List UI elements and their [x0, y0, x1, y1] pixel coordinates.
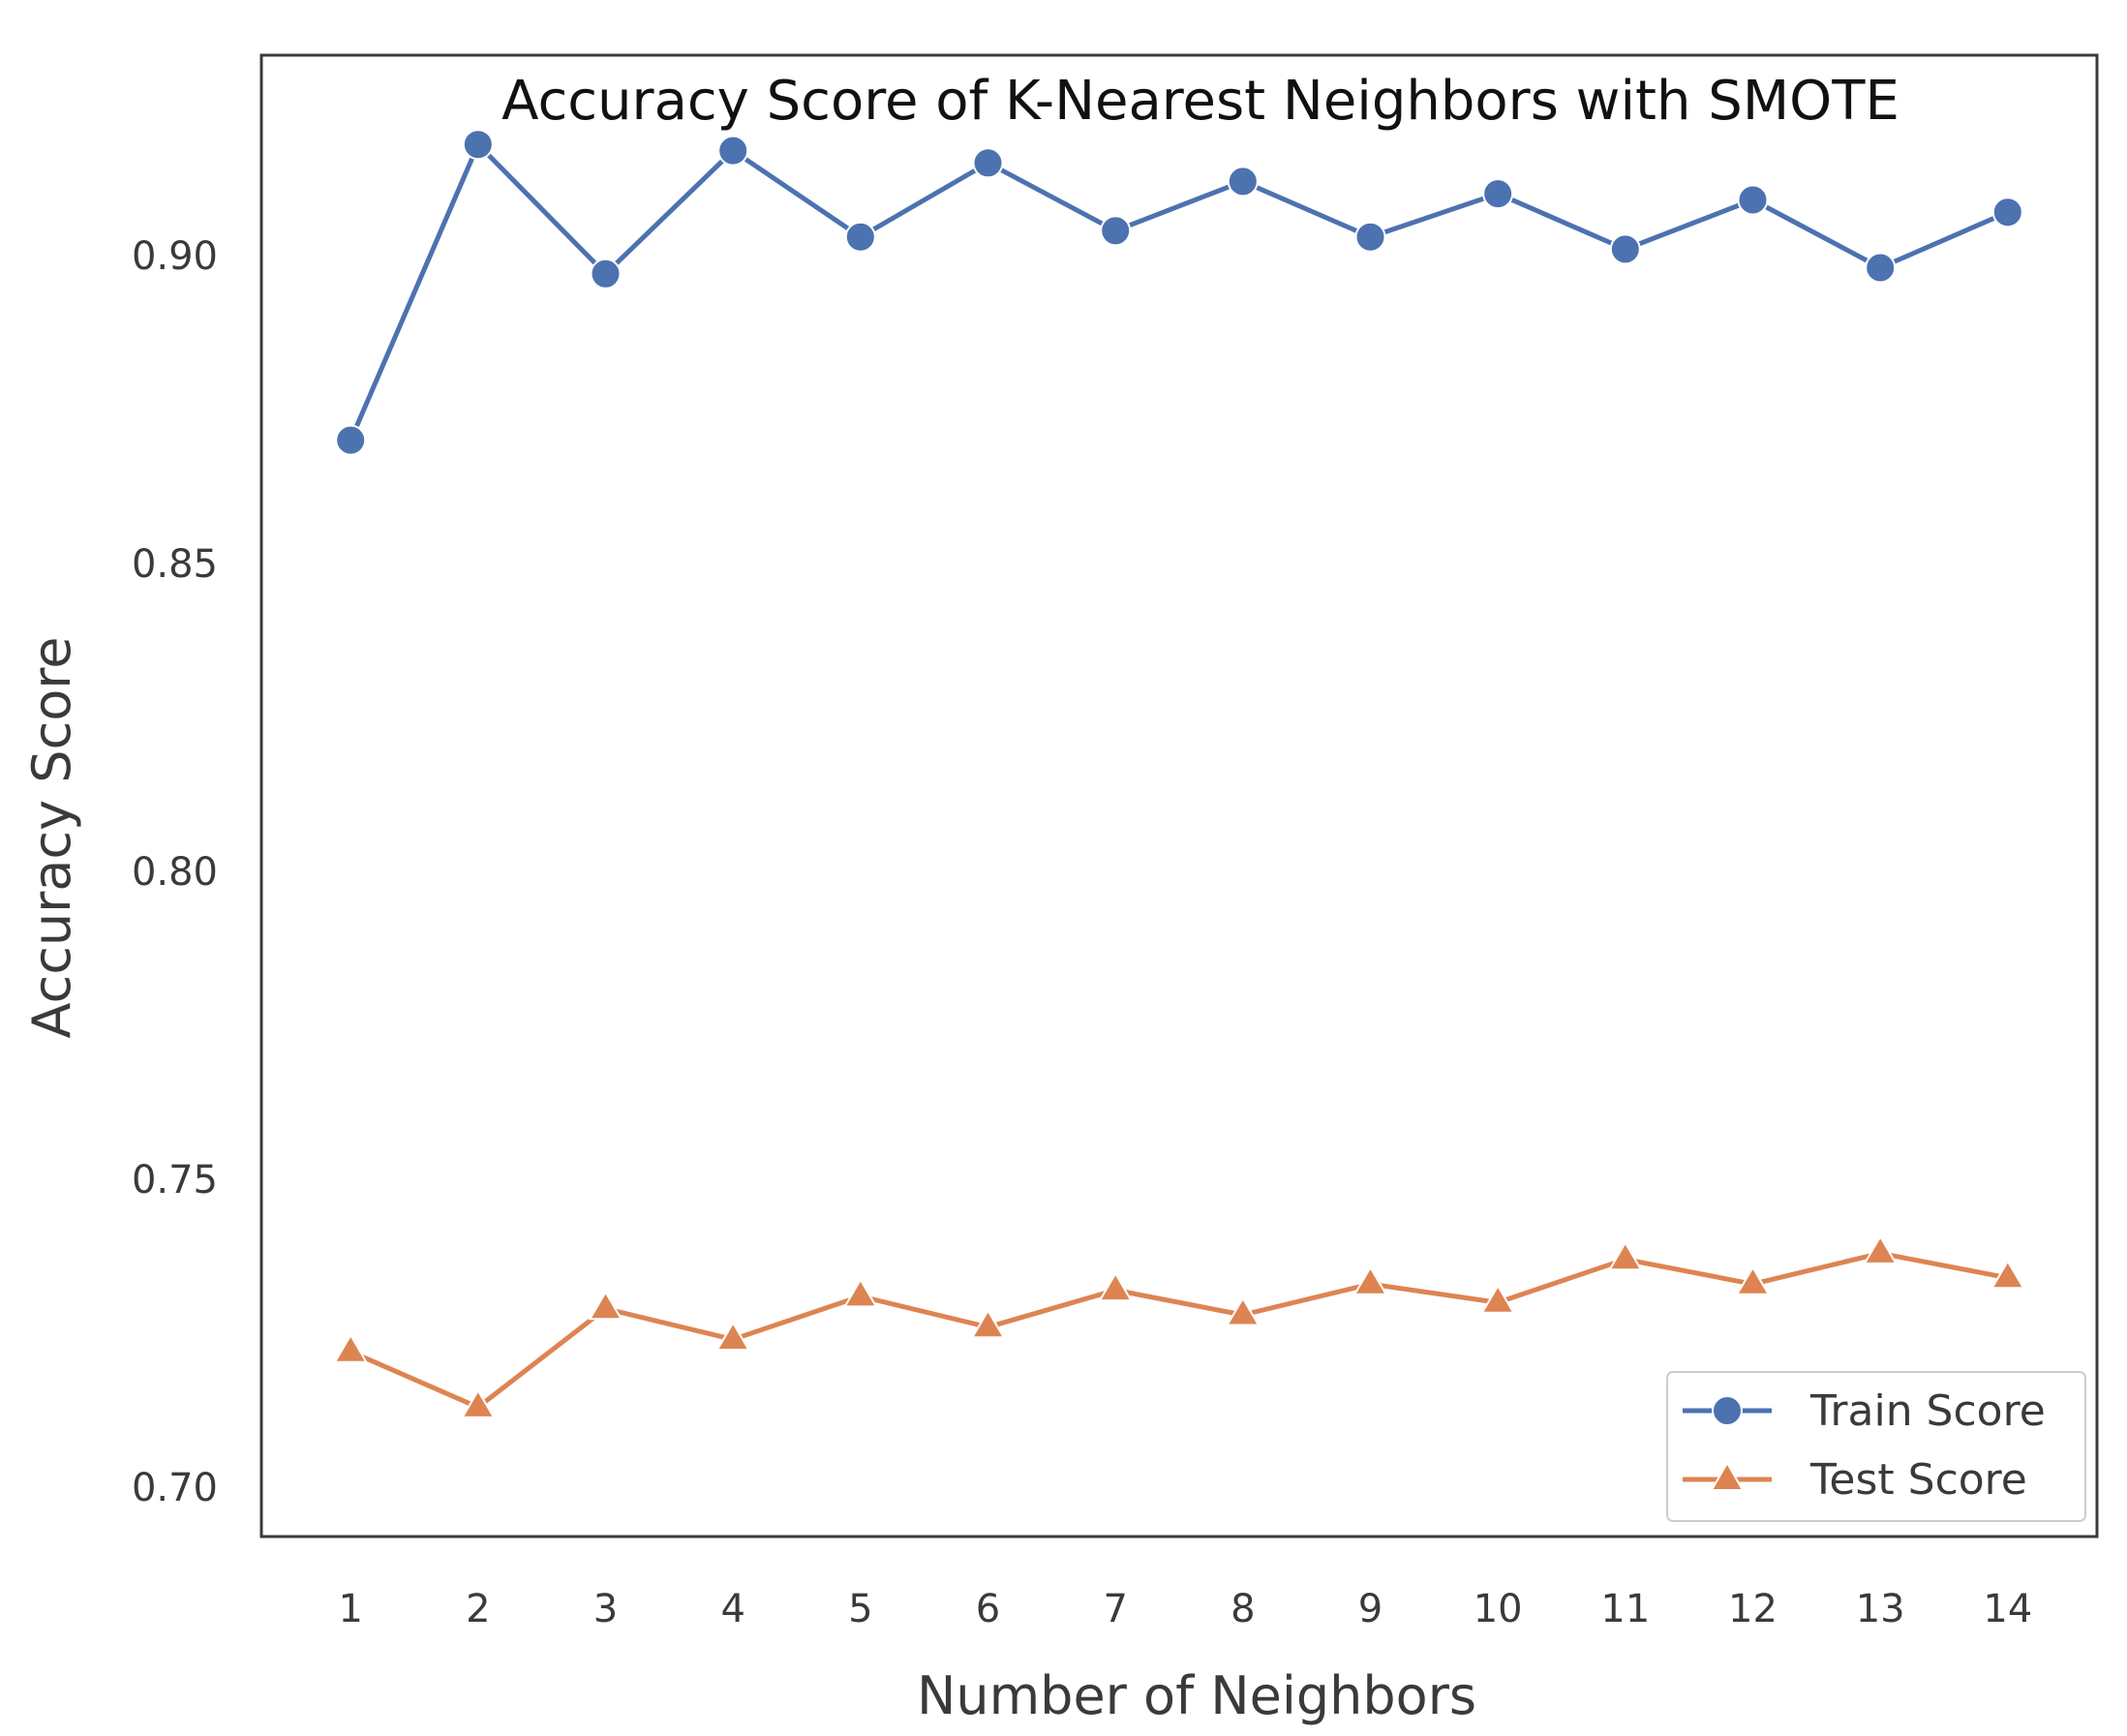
test-score-point: [588, 1290, 623, 1321]
test-score-point: [1225, 1296, 1261, 1326]
train-score-point: [1482, 178, 1514, 210]
x-tick-label: 14: [1983, 1587, 2032, 1631]
x-axis-ticks: 1 2 3 4 5 6 7 8 9 10 11 12 13 14: [338, 1587, 2032, 1631]
test-score-point: [970, 1308, 1006, 1339]
y-tick-label: 0.70: [132, 1466, 218, 1510]
x-tick-label: 11: [1600, 1587, 1650, 1631]
x-tick-label: 9: [1358, 1587, 1383, 1631]
x-tick-label: 3: [593, 1587, 618, 1631]
legend-train-label: Train Score: [1809, 1386, 2046, 1436]
x-tick-label: 1: [338, 1587, 362, 1631]
y-axis-title: Accuracy Score: [21, 637, 82, 1039]
test-score-point: [333, 1333, 369, 1363]
y-axis-ticks: 0.70 0.75 0.80 0.85 0.90: [132, 234, 218, 1510]
test-score-point: [1098, 1271, 1134, 1302]
test-score-point: [1863, 1234, 1899, 1264]
y-tick-label: 0.85: [132, 542, 218, 587]
x-tick-label: 2: [466, 1587, 490, 1631]
x-axis-title: Number of Neighbors: [917, 1665, 1476, 1726]
test-score-point: [1607, 1240, 1643, 1271]
x-tick-label: 5: [848, 1587, 872, 1631]
train-score-point: [335, 424, 367, 456]
x-tick-label: 8: [1231, 1587, 1255, 1631]
legend-test-marker: [1710, 1460, 1745, 1491]
x-tick-label: 6: [976, 1587, 1000, 1631]
x-tick-label: 4: [720, 1587, 744, 1631]
test-score-point: [1480, 1284, 1516, 1314]
train-score-point: [462, 129, 494, 161]
x-tick-label: 13: [1856, 1587, 1905, 1631]
test-score-point: [842, 1277, 878, 1308]
test-score-point: [1735, 1265, 1771, 1295]
train-score-point: [1100, 215, 1132, 247]
train-score-point: [844, 221, 876, 253]
test-score-point: [460, 1388, 496, 1418]
test-score-line: [349, 1250, 2009, 1410]
train-score-point: [1609, 233, 1641, 265]
train-score-line: [348, 141, 2009, 442]
train-score-point: [1737, 184, 1769, 216]
test-score-point: [1990, 1259, 2025, 1290]
legend-test-label: Test Score: [1809, 1455, 2027, 1505]
x-tick-label: 10: [1474, 1587, 1523, 1631]
test-score-point: [715, 1321, 751, 1351]
y-tick-label: 0.90: [132, 234, 218, 279]
y-tick-label: 0.80: [132, 850, 218, 895]
train-score-point: [590, 258, 622, 289]
legend: Train Score Test Score: [1666, 1371, 2086, 1522]
chart-title: Accuracy Score of K-Nearest Neighbors wi…: [501, 70, 1899, 133]
train-score-point: [1991, 197, 2023, 228]
test-score-point: [1352, 1265, 1388, 1295]
train-score-point: [717, 135, 749, 167]
series-layer: [333, 129, 2025, 1418]
legend-train-marker: [1712, 1395, 1743, 1426]
plot-frame: [259, 53, 2099, 1538]
x-tick-label: 12: [1728, 1587, 1778, 1631]
x-tick-label: 7: [1103, 1587, 1127, 1631]
train-score-point: [1354, 221, 1386, 253]
train-score-point: [972, 147, 1004, 179]
train-score-point: [1865, 252, 1897, 284]
train-score-point: [1227, 166, 1259, 198]
y-tick-label: 0.75: [132, 1158, 218, 1203]
